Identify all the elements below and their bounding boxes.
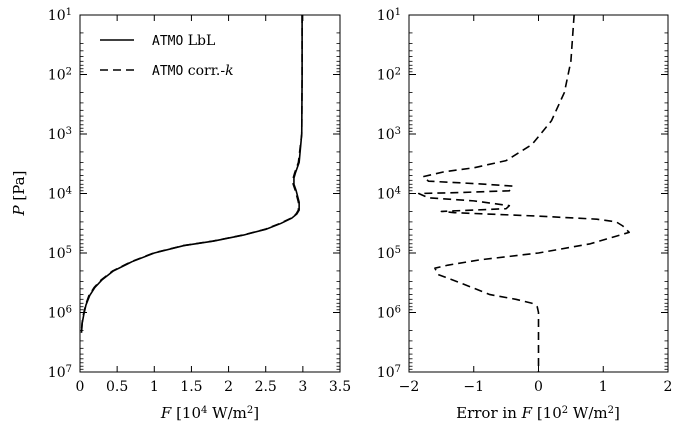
right-ytick-label: 104 — [377, 185, 401, 203]
left-xtick-label: 3 — [298, 379, 307, 395]
left-xtick-label: 1.5 — [180, 379, 202, 395]
right-xtick-label: 0 — [534, 379, 543, 395]
right-axes-frame — [408, 14, 669, 373]
legend-code-2: ATMO — [152, 64, 183, 79]
left-xtick-label: 3.5 — [329, 379, 351, 395]
left-xtick-label: 2.5 — [255, 379, 277, 395]
left-ytick-label: 107 — [48, 364, 72, 382]
left-series-dashed-line — [80, 15, 303, 333]
legend: ATMO LbL ATMO corr.-k — [100, 33, 234, 79]
legend-text-2: corr.- — [183, 63, 225, 79]
left-xtick-label: 2 — [224, 379, 233, 395]
left-xtick-label: 0.5 — [106, 379, 128, 395]
right-ytick-label: 101 — [377, 7, 401, 25]
right-series-dashed-line — [417, 14, 630, 372]
left-xtick-label: 1 — [150, 379, 159, 395]
right-ytick-label: 106 — [377, 304, 401, 322]
right-xticks: −2 −1 0 1 2 — [399, 15, 673, 395]
legend-text-1: LbL — [183, 33, 215, 49]
right-xlabel: Error in F [102 W/m2] — [456, 404, 620, 422]
right-ytick-label: 103 — [377, 126, 401, 144]
left-xlabel: F [104 W/m2] — [160, 404, 259, 422]
left-ytick-label: 104 — [48, 185, 72, 203]
left-ytick-label: 102 — [48, 66, 72, 84]
left-ytick-label: 103 — [48, 126, 72, 144]
right-xtick-label: −1 — [463, 379, 484, 395]
left-xtick-label: 0 — [76, 379, 85, 395]
right-ytick-label: 102 — [377, 66, 401, 84]
left-series-group — [80, 15, 303, 333]
left-ytick-label: 101 — [48, 7, 72, 25]
left-panel: 0 0.5 1 1.5 2 2.5 3 3.5 101 102 103 104 105 106 107 A… — [10, 7, 351, 423]
left-ytick-label: 106 — [48, 304, 72, 322]
left-ytick-label: 105 — [48, 245, 72, 263]
right-series-group — [417, 14, 630, 372]
legend-code-1: ATMO — [152, 34, 183, 49]
left-xticks: 0 0.5 1 1.5 2 2.5 3 3.5 — [76, 15, 351, 395]
right-xtick-label: 2 — [664, 379, 673, 395]
right-panel: −2 −1 0 1 2 101 102 103 104 105 106 107 Error in F… — [377, 7, 673, 423]
right-xtick-label: 1 — [599, 379, 608, 395]
left-yticks: 101 102 103 104 105 106 107 — [48, 7, 340, 382]
left-ylabel: P [Pa] — [10, 171, 28, 217]
legend-label-2: ATMO corr.-k — [152, 63, 234, 79]
legend-italic-2: k — [225, 63, 233, 79]
right-ytick-label: 107 — [377, 364, 401, 382]
right-ytick-label: 105 — [377, 245, 401, 263]
legend-label-1: ATMO LbL — [152, 33, 215, 49]
right-xtick-label: −2 — [399, 379, 420, 395]
right-yticks: 101 102 103 104 105 106 107 — [377, 7, 668, 382]
